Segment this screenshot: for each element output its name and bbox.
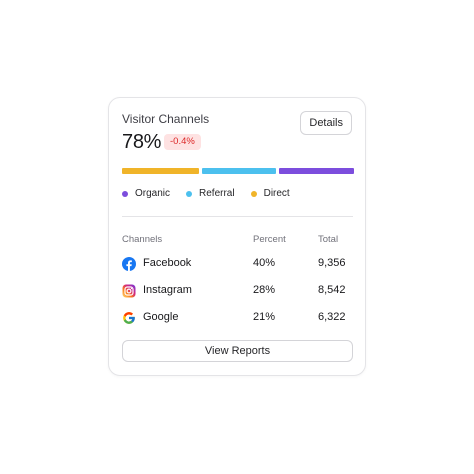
google-icon [122,311,136,325]
channel-percent: 28% [253,284,276,296]
table-row[interactable]: Instagram 28% 8,542 [122,283,354,299]
channel-name: Facebook [143,257,192,269]
legend-label: Direct [263,188,290,199]
column-header-percent: Percent [253,234,286,245]
bar-segment-organic [279,168,354,174]
legend-label: Referral [199,188,235,199]
facebook-icon [122,257,136,271]
channel-total: 8,542 [318,284,346,296]
channel-name: Instagram [143,284,192,296]
bar-segment-referral [201,168,277,174]
table-row[interactable]: Facebook 40% 9,356 [122,256,354,272]
bar-segment-direct [122,168,199,174]
change-badge: -0.4% [164,134,201,150]
channel-legend: Organic Referral Direct [122,188,306,199]
visitor-channels-card: Visitor Channels 78% -0.4% Details Organ… [108,97,366,376]
table-row[interactable]: Google 21% 6,322 [122,310,354,326]
legend-label: Organic [135,188,171,199]
organic-dot [122,190,128,197]
channel-total: 9,356 [318,257,346,269]
legend-item-referral: Referral [186,188,235,199]
channel-percent: 21% [253,311,276,323]
channel-total: 6,322 [318,311,346,323]
legend-item-organic: Organic [122,188,170,199]
instagram-icon [122,284,136,298]
column-header-total: Total [318,234,339,245]
details-button[interactable]: Details [300,111,352,135]
direct-dot [250,190,257,197]
channel-distribution-bar [122,168,354,174]
card-title: Visitor Channels [122,112,210,126]
column-header-channels: Channels [122,234,163,245]
channel-name: Google [143,311,179,323]
visitor-percentage: 78% [122,131,162,153]
view-reports-button[interactable]: View Reports [122,340,353,362]
divider [122,216,353,217]
legend-item-direct: Direct [250,188,290,199]
channel-percent: 40% [253,257,276,269]
referral-dot [186,190,193,197]
